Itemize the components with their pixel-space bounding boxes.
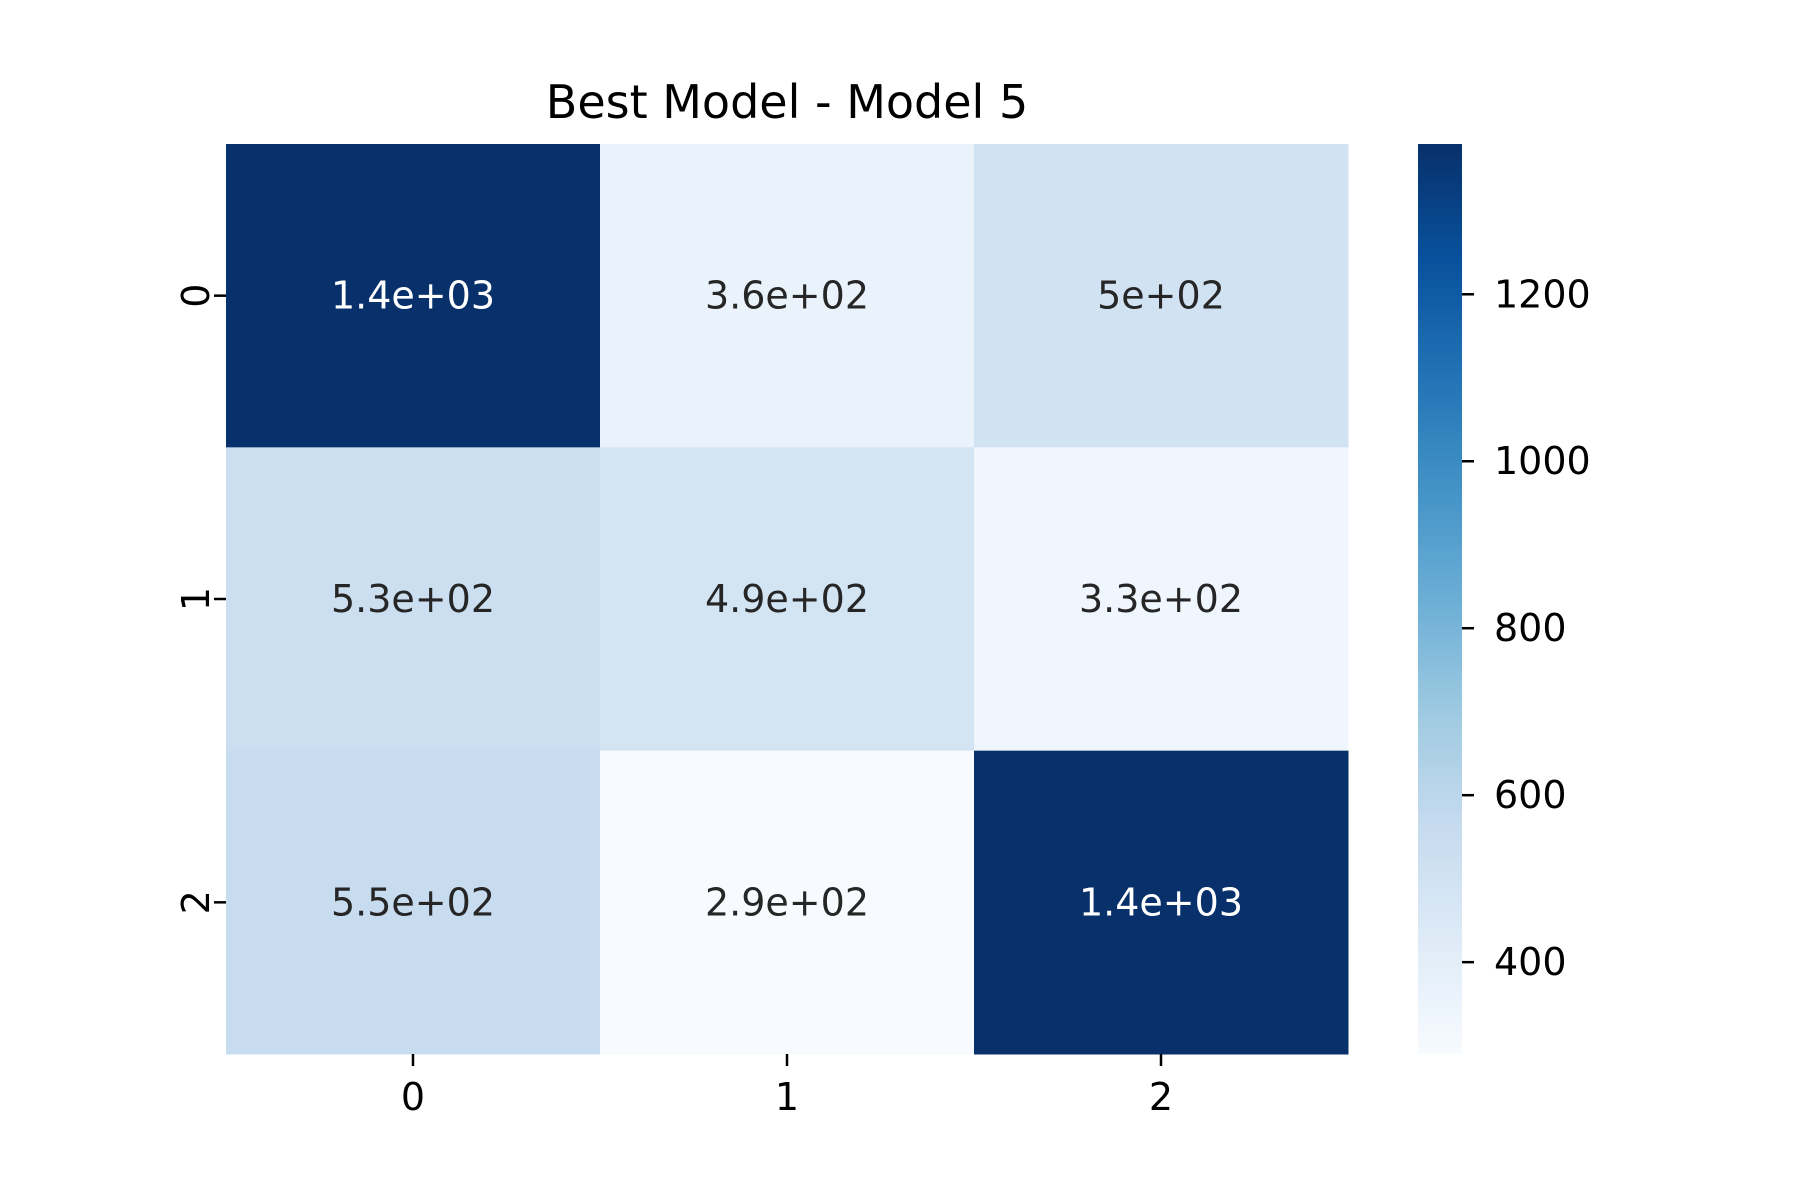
x-tick-label-1: 1 [775,1075,799,1119]
cell-annotation-r2-c2: 1.4e+03 [1079,880,1243,924]
cell-annotation-r0-c1: 3.6e+02 [705,274,869,318]
x-axis: 0 1 2 [401,1054,1173,1119]
colorbar-tick-label-1: 600 [1494,773,1567,817]
heatmap-cell-r1-c1 [600,447,975,752]
cell-annotation-r1-c1: 4.9e+02 [705,577,869,621]
colorbar-tick-label-3: 1000 [1494,439,1591,483]
heatmap-cell-r1-c0 [226,447,601,752]
cell-annotation-r2-c0: 5.5e+02 [331,880,495,924]
heatmap-cell-r2-c1 [600,750,975,1055]
y-axis: 0 1 2 [174,284,226,914]
colorbar-tick-label-4: 1200 [1494,272,1591,316]
colorbar-tick-label-0: 400 [1494,940,1567,984]
cell-annotation-r1-c2: 3.3e+02 [1079,577,1243,621]
chart-title: Best Model - Model 5 [546,75,1028,129]
heatmap-cell-r0-c0 [226,144,601,448]
cell-annotation-r0-c0: 1.4e+03 [331,274,495,318]
heatmap-cell-r0-c2 [974,144,1349,448]
y-tick-label-2: 2 [174,890,218,914]
y-tick-label-1: 1 [174,587,218,611]
colorbar-ticks: 400 600 800 1000 1200 [1462,272,1591,984]
x-tick-label-2: 2 [1149,1075,1173,1119]
x-tick-label-0: 0 [401,1075,425,1119]
heatmap-cell-r0-c1 [600,144,975,448]
heatmap-cell-r1-c2 [974,447,1349,752]
y-tick-label-0: 0 [174,284,218,308]
cell-annotation-r2-c1: 2.9e+02 [705,880,869,924]
heatmap-cell-labels: 1.4e+03 3.6e+02 5e+02 5.3e+02 4.9e+02 3.3e+02… [331,274,1243,925]
cell-annotation-r1-c0: 5.3e+02 [331,577,495,621]
heatmap-cell-r2-c0 [226,750,601,1055]
heatmap-cells [226,144,1349,1055]
cell-annotation-r0-c2: 5e+02 [1097,274,1225,318]
colorbar-gradient [1418,144,1462,1054]
heatmap-cell-r2-c2 [974,750,1349,1055]
colorbar-tick-label-2: 800 [1494,606,1567,650]
colorbar [1418,144,1462,1054]
